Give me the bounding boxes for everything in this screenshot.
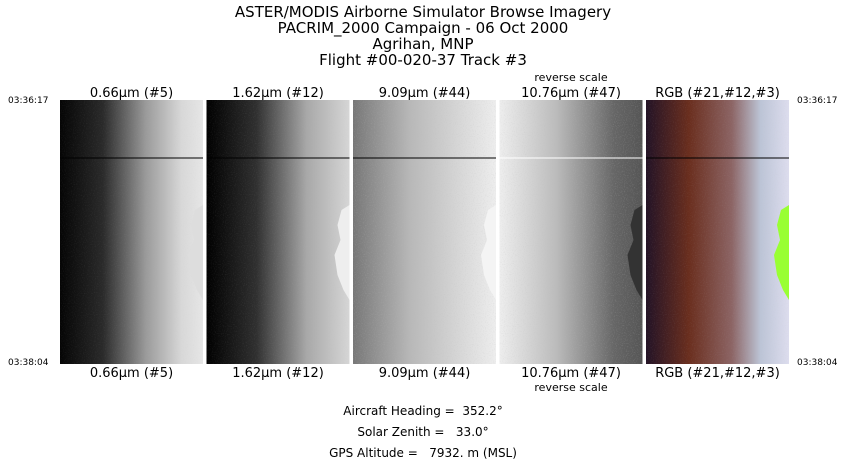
band-label: 0.66μm (#5) — [90, 86, 173, 101]
header: ASTER/MODIS Airborne Simulator Browse Im… — [235, 3, 611, 69]
band-label: 1.62μm (#12) — [232, 86, 324, 101]
band-label: RGB (#21,#12,#3) — [655, 366, 780, 381]
title-line: PACRIM_2000 Campaign - 06 Oct 2000 — [278, 19, 569, 38]
title-line: Flight #00-020-37 Track #3 — [319, 51, 527, 69]
footer-line: Aircraft Heading = 352.2° — [343, 404, 502, 418]
island — [188, 205, 203, 300]
footer: Aircraft Heading = 352.2° Solar Zenith =… — [329, 404, 517, 460]
start-time: 03:36:17 — [8, 96, 48, 106]
image-noise — [646, 100, 789, 364]
title-line: Agrihan, MNP — [372, 35, 473, 53]
island — [627, 205, 643, 300]
end-time: 03:38:04 — [8, 358, 49, 368]
image-noise — [499, 100, 643, 364]
island — [481, 205, 496, 300]
end-time: 03:38:04 — [797, 358, 838, 368]
band-label: 10.76μm (#47) — [521, 366, 621, 381]
image-noise — [60, 100, 203, 364]
band-note: reverse scale — [534, 71, 607, 84]
island — [334, 205, 350, 300]
footer-line: GPS Altitude = 7932. m (MSL) — [329, 446, 517, 460]
panels: 0.66μm (#5) 0.66μm (#5) 1.62μm (#12) 1.62μm… — [60, 71, 789, 394]
island — [774, 205, 789, 300]
image-noise — [206, 100, 350, 364]
band-label: 0.66μm (#5) — [90, 366, 173, 381]
band-label: 9.09μm (#44) — [379, 366, 471, 381]
start-time: 03:36:17 — [797, 96, 837, 106]
band-label: 10.76μm (#47) — [521, 86, 621, 101]
image-noise — [353, 100, 496, 364]
footer-line: Solar Zenith = 33.0° — [357, 425, 488, 439]
band-label: RGB (#21,#12,#3) — [655, 86, 780, 101]
band-label: 1.62μm (#12) — [232, 366, 324, 381]
band-note: reverse scale — [534, 381, 607, 394]
title-line: ASTER/MODIS Airborne Simulator Browse Im… — [235, 3, 611, 21]
band-label: 9.09μm (#44) — [379, 86, 471, 101]
